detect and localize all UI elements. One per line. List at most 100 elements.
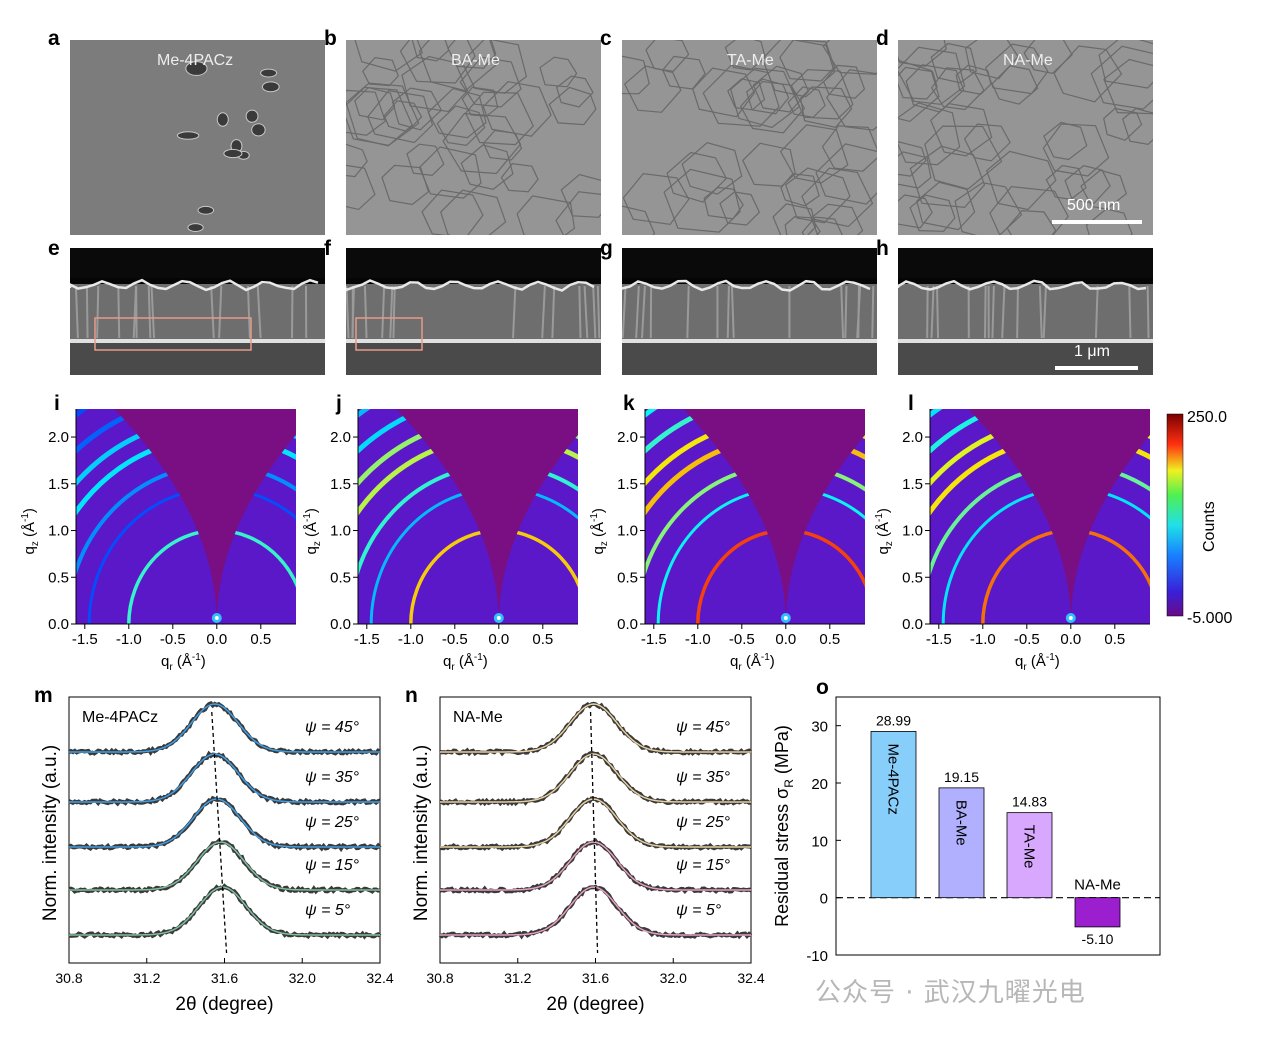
giwaxs-xtick: 0.0: [206, 631, 227, 648]
giwaxs-xtick: 0.0: [1060, 631, 1081, 648]
sem-image-cross-e: [70, 248, 325, 375]
giwaxs-ytick: 0.5: [48, 569, 69, 586]
bar-BA-Me: [938, 787, 985, 899]
sem-grains-d: [898, 40, 1153, 235]
xrd-series-label: ψ = 35°: [676, 769, 731, 786]
bar-ytick: -10: [806, 948, 828, 965]
giwaxs-ytick: 0.0: [902, 616, 923, 633]
bar-Me-4PACz: [870, 731, 917, 899]
giwaxs-xtick: -0.5: [442, 631, 468, 648]
xrd-series-label: ψ = 35°: [305, 769, 360, 786]
giwaxs-ytick: 1.5: [48, 476, 69, 493]
panel-letter-e: e: [48, 237, 60, 260]
colorbar: 250.0 -5.000 Counts: [1166, 409, 1232, 627]
xrd-xtick: 32.4: [366, 970, 393, 986]
colorbar-label: Counts: [1201, 501, 1218, 552]
scale-bar-label-1um: 1 μm: [1074, 343, 1110, 360]
xrd-sample-label-m: Me-4PACz: [82, 709, 158, 726]
xrd-series-label: ψ = 5°: [305, 902, 351, 919]
sem-image-cross-h: [898, 248, 1153, 375]
scale-bar-1um: [1055, 366, 1138, 370]
panel-letter-f: f: [324, 237, 331, 260]
bar-value-label: 28.99: [876, 712, 911, 728]
panel-letter-l: l: [908, 392, 914, 415]
bar-category-label: NA-Me: [1074, 877, 1121, 894]
giwaxs-xtick: 0.0: [488, 631, 509, 648]
bottom-row-charts: m Me-4PACz ψ = 45° ψ = 35° ψ = 25° ψ = 15° ψ =…: [34, 676, 1161, 1015]
xrd-xtick: 30.8: [55, 970, 82, 986]
xrd-fit-curve: [69, 753, 380, 803]
sem-image-cross-f: [346, 248, 601, 375]
xrd-series-label: ψ = 45°: [305, 719, 360, 736]
sem-sample-label-b: BA-Me: [451, 52, 500, 69]
giwaxs-pattern-j: -1.5 -1.0 -0.5 0.0 0.5 0.0 0.5 1.0 1.5 2.0 qr (Å-1…: [302, 409, 578, 673]
giwaxs-ytick: 1.0: [902, 523, 923, 540]
giwaxs-xtick: -1.0: [116, 631, 142, 648]
sem-image-top-d: [898, 40, 1153, 235]
giwaxs-xtick: 0.5: [819, 631, 840, 648]
xrd-series-label: ψ = 5°: [676, 902, 722, 919]
xrd-series-label: ψ = 45°: [676, 719, 731, 736]
giwaxs-ytick: 0.5: [902, 569, 923, 586]
bar-ytick: 10: [811, 833, 828, 850]
giwaxs-ytick: 0.5: [617, 569, 638, 586]
giwaxs-xlabel: qr (Å-1): [730, 652, 775, 673]
bar-ytick: 30: [811, 719, 828, 736]
xrd-xtick: 31.6: [211, 970, 238, 986]
xrd-fit-curve: [440, 703, 751, 753]
xrd-xtick: 32.0: [660, 970, 687, 986]
sem-image-top-b: [346, 40, 601, 235]
panel-letter-o: o: [816, 676, 829, 699]
bar-category-label: BA-Me: [953, 800, 970, 846]
giwaxs-xlabel: qr (Å-1): [443, 652, 488, 673]
colorbar-max: 250.0: [1187, 409, 1227, 426]
sem-cross-layers-f: [346, 248, 601, 375]
giwaxs-xtick: -1.5: [641, 631, 667, 648]
giwaxs-ytick: 1.0: [617, 523, 638, 540]
xrd-fit-curve: [69, 703, 380, 753]
panel-letter-c: c: [600, 27, 612, 50]
giwaxs-xtick: 0.5: [1104, 631, 1125, 648]
xrd-series-label: ψ = 15°: [676, 857, 731, 874]
giwaxs-ytick: 2.0: [48, 429, 69, 446]
giwaxs-ytick: 2.0: [330, 429, 351, 446]
colorbar-min: -5.000: [1187, 610, 1232, 627]
giwaxs-ytick: 1.5: [617, 476, 638, 493]
giwaxs-pattern-i: -1.5 -1.0 -0.5 0.0 0.5 0.0 0.5 1.0 1.5 2.0 qr (Å-1…: [20, 409, 296, 673]
sem-image-top-c: [622, 40, 877, 235]
xrd-fit-curve: [69, 841, 380, 891]
giwaxs-ylabel: qz (Å-1): [874, 508, 895, 554]
bar-value-label: 14.83: [1012, 794, 1047, 810]
xrd-xlabel: 2θ (degree): [546, 994, 644, 1015]
sem-image-top-a: [70, 40, 325, 235]
giwaxs-ytick: 0.0: [617, 616, 638, 633]
xrd-sample-label-n: NA-Me: [453, 709, 503, 726]
xrd-xtick: 32.0: [289, 970, 316, 986]
xrd-fit-curve: [440, 841, 751, 891]
xrd-fit-curve: [440, 798, 751, 848]
giwaxs-xtick: 0.0: [775, 631, 796, 648]
sem-grains-b: [346, 40, 601, 235]
scale-bar-label-500nm: 500 nm: [1067, 197, 1121, 214]
giwaxs-pattern-k: -1.5 -1.0 -0.5 0.0 0.5 0.0 0.5 1.0 1.5 2.0 qr (Å-1…: [589, 409, 865, 673]
giwaxs-ytick: 1.0: [48, 523, 69, 540]
sem-cross-layers-h: [898, 248, 1153, 375]
bar-ytick: 20: [811, 776, 828, 793]
xrd-fit-curve: [69, 886, 380, 936]
giwaxs-ytick: 0.0: [48, 616, 69, 633]
xrd-series-label: ψ = 15°: [305, 857, 360, 874]
panel-letter-h: h: [876, 237, 889, 260]
xrd-fit-curve: [440, 753, 751, 803]
bar-TA-Me: [1006, 812, 1053, 899]
giwaxs-xtick: -0.5: [729, 631, 755, 648]
xrd-xtick: 32.4: [737, 970, 764, 986]
xrd-ylabel: Norm. intensity (a.u.): [40, 745, 61, 921]
sem-sample-label-d: NA-Me: [1003, 52, 1053, 69]
bar-NA-Me: [1074, 897, 1121, 928]
bar-value-label: -5.10: [1082, 931, 1114, 947]
xrd-xlabel: 2θ (degree): [175, 994, 273, 1015]
giwaxs-ytick: 1.5: [902, 476, 923, 493]
giwaxs-xtick: -1.5: [72, 631, 98, 648]
sem-cross-layers-g: [622, 248, 877, 375]
panel-letter-m: m: [34, 684, 53, 707]
